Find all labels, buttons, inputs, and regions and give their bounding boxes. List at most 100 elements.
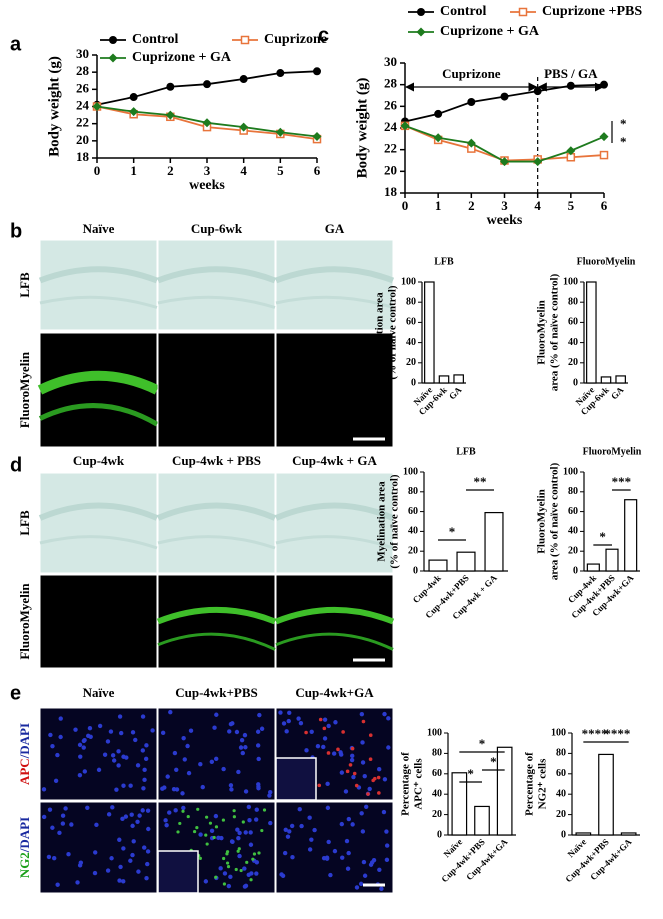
image-row-label: FluoroMyelin bbox=[17, 583, 32, 660]
x-tick-label: 0 bbox=[402, 198, 409, 213]
micrograph bbox=[39, 239, 158, 331]
marker bbox=[500, 157, 509, 167]
y-axis-label: Myelination area bbox=[376, 481, 388, 562]
nucleus bbox=[326, 723, 331, 729]
significance-label: * bbox=[449, 524, 456, 539]
micrograph bbox=[157, 707, 276, 801]
y-tick-label: 80 bbox=[556, 748, 566, 759]
nucleus bbox=[92, 870, 98, 876]
y-tick-label: 40 bbox=[556, 788, 566, 799]
nucleus bbox=[360, 740, 365, 745]
ng2-cell bbox=[222, 856, 226, 861]
nucleus bbox=[188, 728, 194, 733]
nucleus bbox=[344, 838, 350, 844]
marker bbox=[166, 82, 175, 91]
nucleus bbox=[181, 735, 186, 741]
row-label-part: APC bbox=[17, 758, 32, 785]
nucleus bbox=[160, 730, 166, 736]
panel-letter: b bbox=[10, 220, 22, 242]
micrograph bbox=[275, 239, 394, 331]
bar bbox=[620, 832, 637, 836]
nucleus bbox=[227, 729, 232, 734]
nucleus bbox=[361, 859, 367, 865]
nucleus bbox=[340, 855, 345, 860]
ng2-cell bbox=[186, 814, 190, 819]
nucleus bbox=[268, 789, 273, 795]
y-axis-label: area (% of naïve control) bbox=[549, 273, 561, 391]
nucleus bbox=[94, 822, 99, 828]
nucleus bbox=[228, 783, 234, 788]
apc-cell bbox=[317, 783, 322, 788]
nucleus bbox=[248, 830, 253, 835]
micrograph bbox=[157, 574, 276, 669]
y-tick-label: 20 bbox=[76, 132, 89, 147]
bar bbox=[496, 746, 513, 836]
marker bbox=[599, 132, 609, 142]
legend-label: Cuprizone +PBS bbox=[542, 4, 642, 19]
nucleus bbox=[268, 820, 273, 826]
nucleus bbox=[128, 858, 133, 863]
y-tick-label: 24 bbox=[384, 119, 398, 134]
bar bbox=[598, 753, 614, 836]
marker bbox=[467, 98, 476, 106]
y-tick-label: 100 bbox=[551, 727, 566, 738]
marker bbox=[312, 132, 322, 142]
legend-label: Cuprizone + GA bbox=[440, 24, 540, 39]
myelin-signal bbox=[38, 403, 159, 427]
apc-cell bbox=[361, 719, 366, 724]
nucleus bbox=[290, 854, 295, 860]
nucleus bbox=[289, 823, 295, 829]
bar bbox=[428, 559, 448, 572]
nucleus bbox=[142, 845, 147, 850]
y-tick-label: 0 bbox=[411, 377, 416, 388]
nucleus bbox=[128, 783, 133, 788]
significance-label: * bbox=[479, 736, 486, 751]
nucleus bbox=[209, 759, 215, 765]
bar bbox=[424, 281, 435, 384]
y-axis-label: NG2⁺ cells bbox=[537, 758, 549, 809]
nucleus bbox=[186, 770, 192, 776]
ng2-cell bbox=[205, 815, 209, 819]
nucleus bbox=[111, 758, 117, 763]
apc-cell bbox=[326, 751, 331, 755]
nucleus bbox=[255, 743, 261, 748]
marker bbox=[533, 157, 543, 167]
nucleus bbox=[339, 821, 345, 827]
ng2-cell bbox=[260, 828, 264, 833]
tissue-structure bbox=[275, 535, 394, 550]
ng2-cell bbox=[251, 857, 255, 861]
nucleus bbox=[180, 791, 185, 796]
image-column-label: Cup-6wk bbox=[191, 221, 243, 236]
nucleus bbox=[359, 811, 364, 816]
y-tick-label: 26 bbox=[76, 80, 90, 95]
y-tick-label: 40 bbox=[408, 526, 418, 537]
micrograph bbox=[39, 574, 158, 669]
marker bbox=[518, 7, 528, 17]
nucleus bbox=[281, 721, 287, 726]
image-column-label: Cup-4wk+GA bbox=[295, 685, 374, 700]
nucleus bbox=[109, 856, 114, 861]
marker bbox=[600, 80, 608, 89]
marker bbox=[240, 35, 250, 45]
apc-cell bbox=[352, 771, 357, 776]
apc-cell bbox=[350, 746, 355, 751]
nucleus bbox=[110, 805, 115, 810]
nucleus bbox=[221, 766, 226, 772]
y-axis-label: Body weight (g) bbox=[354, 78, 370, 179]
nucleus bbox=[240, 750, 245, 756]
nucleus bbox=[328, 872, 333, 878]
nucleus bbox=[140, 808, 145, 813]
marker bbox=[203, 80, 211, 89]
phase-label: Cuprizone bbox=[442, 66, 501, 81]
nucleus bbox=[130, 730, 136, 735]
image-row-label: APC/DAPI bbox=[17, 723, 32, 785]
nucleus bbox=[230, 721, 235, 726]
nucleus bbox=[345, 866, 351, 871]
nucleus bbox=[322, 717, 328, 722]
marker bbox=[599, 150, 609, 160]
nucleus bbox=[386, 745, 391, 750]
image-row-label: FluoroMyelin bbox=[17, 351, 32, 428]
marker bbox=[417, 8, 425, 16]
nucleus bbox=[285, 834, 291, 839]
